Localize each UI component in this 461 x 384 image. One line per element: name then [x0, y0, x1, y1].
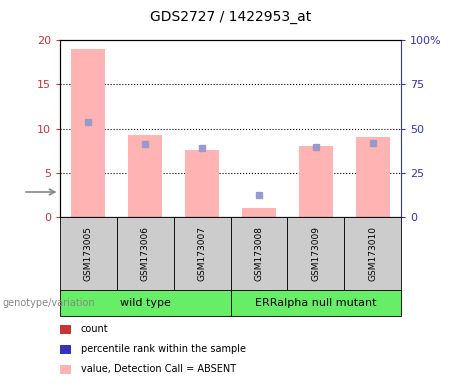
Bar [60, 217, 117, 290]
Bar [242, 208, 276, 217]
Text: wild type: wild type [120, 298, 171, 308]
Text: count: count [81, 324, 108, 334]
Bar [60, 290, 230, 316]
Text: GSM173008: GSM173008 [254, 226, 263, 281]
Text: GSM173009: GSM173009 [311, 226, 320, 281]
Text: value, Detection Call = ABSENT: value, Detection Call = ABSENT [81, 364, 236, 374]
Bar [299, 146, 333, 217]
Text: GSM173010: GSM173010 [368, 226, 377, 281]
Bar [117, 217, 174, 290]
Bar [230, 290, 401, 316]
Bar [287, 217, 344, 290]
Text: GSM173006: GSM173006 [141, 226, 150, 281]
Text: GDS2727 / 1422953_at: GDS2727 / 1422953_at [150, 10, 311, 24]
Bar [185, 150, 219, 217]
Text: ERRalpha null mutant: ERRalpha null mutant [255, 298, 377, 308]
Bar [128, 135, 162, 217]
Bar [355, 137, 390, 217]
Text: GSM173005: GSM173005 [84, 226, 93, 281]
Bar [230, 217, 287, 290]
Text: GSM173007: GSM173007 [198, 226, 207, 281]
Bar [344, 217, 401, 290]
Bar [71, 49, 106, 217]
Bar [174, 217, 230, 290]
Text: genotype/variation: genotype/variation [2, 298, 95, 308]
Text: percentile rank within the sample: percentile rank within the sample [81, 344, 246, 354]
